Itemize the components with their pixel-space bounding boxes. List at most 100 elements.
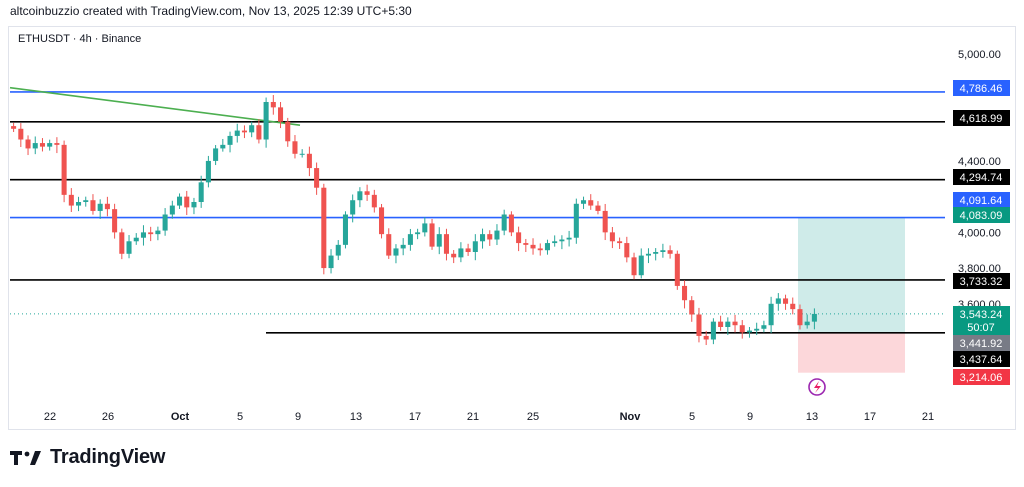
candle-body <box>754 328 760 331</box>
candle-body <box>682 285 688 301</box>
candle-body <box>732 321 738 326</box>
candle-body <box>321 187 327 269</box>
candle-body <box>371 194 377 208</box>
price-label-text: 4,294.74 <box>960 172 1003 184</box>
x-tick-label: 26 <box>102 411 114 423</box>
chart-frame <box>8 26 1016 430</box>
candle-body <box>292 141 298 154</box>
candle-body <box>393 248 399 256</box>
candle-body <box>530 244 536 249</box>
chart-caption: altcoinbuzzio created with TradingView.c… <box>10 4 412 18</box>
candle-body <box>689 300 695 315</box>
price-label-text: 3,441.92 <box>960 338 1003 350</box>
price-label-text: 4,091.64 <box>960 195 1003 207</box>
price-label-text: 50:07 <box>967 322 995 334</box>
candle-body <box>90 200 96 211</box>
price-label-text: 4,083.09 <box>960 210 1003 222</box>
candle-body <box>537 248 543 251</box>
candle-body <box>39 143 45 147</box>
lightning-icon <box>814 381 821 393</box>
price-label-box <box>953 80 1010 96</box>
candle-body <box>386 234 392 256</box>
candle-body <box>660 250 666 252</box>
candle-body <box>602 210 608 233</box>
target-zone <box>798 217 905 333</box>
x-tick-label: 17 <box>409 411 421 423</box>
price-label-box <box>953 192 1010 208</box>
candle-body <box>710 321 716 340</box>
candle-body <box>718 321 724 327</box>
candle-body <box>350 200 356 215</box>
candle-body <box>696 314 702 336</box>
y-tick-label: 4,400.00 <box>958 156 1001 168</box>
x-tick-label: 22 <box>44 411 56 423</box>
candle-body <box>364 191 370 195</box>
candle-body <box>508 214 514 233</box>
candle-body <box>126 241 132 254</box>
candle-body <box>595 205 601 211</box>
candle-body <box>797 309 803 326</box>
candle-body <box>335 244 341 256</box>
candle-body <box>472 241 478 252</box>
price-label-box <box>953 110 1010 126</box>
x-tick-label: 17 <box>864 411 876 423</box>
x-tick-label: 13 <box>806 411 818 423</box>
candle-body <box>184 196 190 208</box>
candle-body <box>501 214 507 231</box>
candle-body <box>76 202 82 206</box>
x-tick-label: 21 <box>922 411 934 423</box>
candle-body <box>306 153 312 169</box>
candle-body <box>68 194 74 206</box>
candle-body <box>775 298 781 304</box>
candle-body <box>458 248 464 258</box>
candle-body <box>133 237 139 242</box>
candle-body <box>588 200 594 206</box>
candle-body <box>645 253 651 256</box>
candle-body <box>342 214 348 245</box>
candle-body <box>443 234 449 254</box>
candle-body <box>270 102 276 108</box>
price-label-box <box>953 319 1010 335</box>
candle-body <box>494 230 500 240</box>
candle-body <box>552 241 558 244</box>
candle-body <box>638 255 644 276</box>
candle-body <box>429 223 435 247</box>
candle-body <box>703 335 709 340</box>
footer: TradingView <box>10 446 165 469</box>
price-label-box <box>953 335 1010 351</box>
candle-body <box>415 232 421 235</box>
candle-body <box>667 250 673 254</box>
candle-body <box>256 125 262 140</box>
candle-body <box>54 143 60 145</box>
x-tick-label: Oct <box>171 411 190 423</box>
candle-body <box>480 234 486 242</box>
candle-body <box>761 325 767 329</box>
candle-body <box>11 126 17 129</box>
price-label-box <box>953 169 1010 185</box>
candle-body <box>47 143 53 147</box>
candle-body <box>407 234 413 245</box>
candle-body <box>804 321 810 326</box>
candle-body <box>205 160 211 183</box>
candle-body <box>104 203 110 210</box>
tradingview-brand[interactable]: TradingView <box>50 446 166 468</box>
candle-body <box>227 135 233 145</box>
trend-line <box>9 86 301 127</box>
tradingview-logo-icon <box>10 450 41 465</box>
candle-body <box>249 125 255 133</box>
price-label-box <box>953 207 1010 223</box>
candle-body <box>516 232 522 244</box>
candle-body <box>436 234 442 247</box>
candle-body <box>768 303 774 326</box>
symbol-label[interactable]: ETHUSDT · 4h · Binance <box>18 33 142 45</box>
candle-body <box>328 255 334 269</box>
candle-body <box>725 321 731 327</box>
candle-body <box>18 128 24 140</box>
stop-zone <box>798 332 905 373</box>
candle-body <box>162 214 168 231</box>
candle-body <box>811 313 817 322</box>
price-label-box <box>953 369 1010 385</box>
candle-body <box>155 230 161 235</box>
candle-body <box>357 191 363 201</box>
